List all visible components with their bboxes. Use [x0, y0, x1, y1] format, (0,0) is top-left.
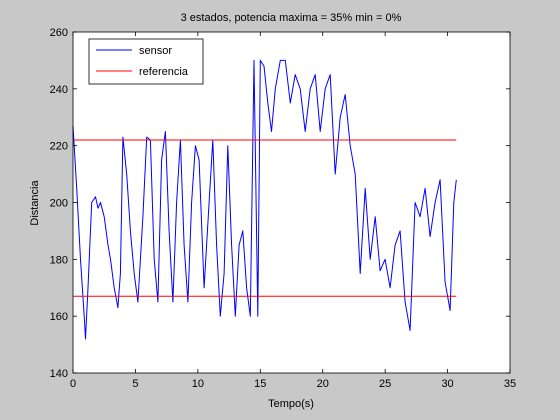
legend-sensor-label: sensor	[139, 45, 172, 57]
x-axis-label: Tempo(s)	[268, 398, 314, 410]
x-tick-label: 25	[379, 378, 391, 390]
legend-box	[88, 38, 204, 85]
y-tick-label: 240	[50, 84, 68, 96]
x-tick-label: 20	[317, 378, 329, 390]
series-line-sensor	[72, 59, 457, 340]
x-tick-label: 5	[132, 378, 138, 390]
y-tick-label: 220	[50, 141, 68, 153]
legend-referencia-label: referencia	[139, 66, 189, 78]
y-tick-label: 200	[50, 198, 68, 210]
y-tick-label: 260	[50, 27, 68, 39]
series-layer	[72, 59, 457, 340]
x-ticks: 0 5 10 15 20 25 30 35	[70, 32, 516, 390]
chart-title: 3 estados, potencia maxima = 35% min = 0…	[181, 12, 402, 24]
x-tick-label: 15	[254, 378, 266, 390]
plot-area	[73, 32, 510, 373]
x-tick-label: 10	[192, 378, 204, 390]
x-tick-label: 30	[441, 378, 453, 390]
legend: sensor referencia	[88, 38, 204, 85]
plot-frame	[72, 31, 511, 374]
y-tick-label: 160	[50, 311, 68, 323]
x-tick-label: 35	[504, 378, 516, 390]
y-tick-label: 180	[50, 254, 68, 266]
x-tick-label: 0	[70, 378, 76, 390]
y-axis-label: Distancia	[29, 180, 41, 226]
y-ticks: 140 160 180 200 220 240 260	[50, 27, 510, 380]
y-tick-label: 140	[50, 368, 68, 380]
